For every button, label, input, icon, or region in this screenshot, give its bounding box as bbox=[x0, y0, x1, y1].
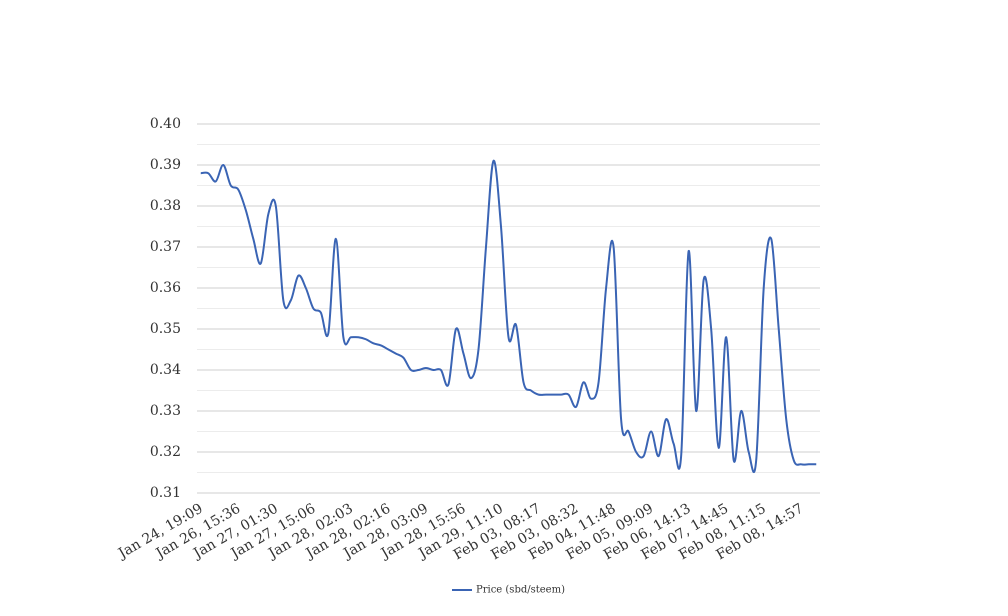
y-tick-label: 0.38 bbox=[150, 198, 181, 214]
y-tick-label: 0.35 bbox=[150, 321, 181, 337]
y-tick-label: 0.34 bbox=[150, 362, 181, 378]
y-tick-label: 0.36 bbox=[150, 280, 181, 296]
y-tick-label: 0.32 bbox=[150, 444, 181, 460]
legend-label: Price (sbd/steem) bbox=[476, 585, 565, 596]
y-tick-label: 0.31 bbox=[150, 485, 181, 501]
y-tick-label: 0.33 bbox=[150, 403, 181, 419]
price-line bbox=[200, 159, 817, 473]
y-tick-label: 0.40 bbox=[150, 116, 181, 132]
y-tick-label: 0.37 bbox=[150, 239, 181, 255]
y-tick-label: 0.39 bbox=[150, 157, 181, 173]
